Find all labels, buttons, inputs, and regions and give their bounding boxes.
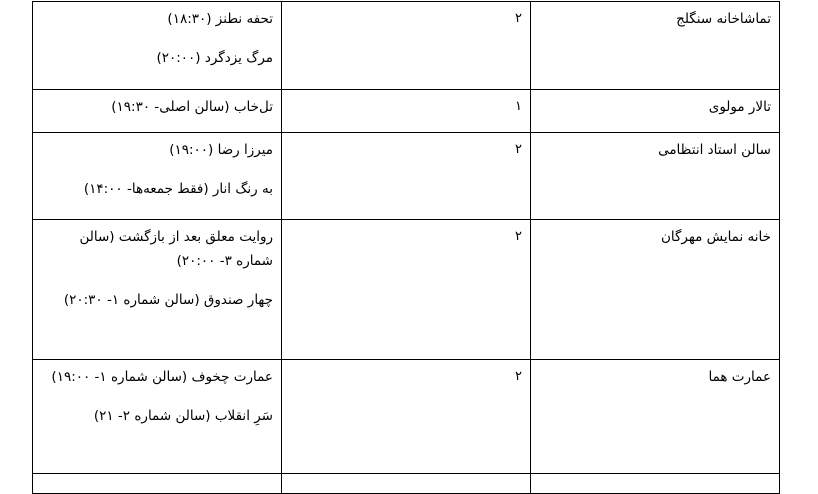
venue-cell: تالار مولوی <box>530 89 780 133</box>
shows-cell: روایت معلق بعد از بازگشت (سالن شماره ۳- … <box>32 219 282 360</box>
show-item: عمارت چخوف (سالن شماره ۱- ۱۹:۰۰) <box>51 369 273 385</box>
shows-cell: عمارت چخوف (سالن شماره ۱- ۱۹:۰۰) سَرِ ان… <box>32 359 282 474</box>
table-row: عمارت هما ۲ عمارت چخوف (سالن شماره ۱- ۱۹… <box>32 359 780 474</box>
table-row <box>32 473 780 494</box>
count-cell: ۱ <box>281 89 531 133</box>
shows-cell: تحفه نطنز (۱۸:۳۰) مرگ یزدگرد (۲۰:۰۰) <box>32 1 282 90</box>
table-row: تماشاخانه سنگلج ۲ تحفه نطنز (۱۸:۳۰) مرگ … <box>32 1 780 90</box>
empty-cell <box>530 473 780 494</box>
shows-cell: تل‌خاب (سالن اصلی- ۱۹:۳۰) <box>32 89 282 133</box>
show-item: به رنگ انار (فقط جمعه‌ها- ۱۴:۰۰) <box>83 181 273 197</box>
show-item: روایت معلق بعد از بازگشت (سالن شماره ۳- … <box>79 229 273 269</box>
table-row: خانه نمایش مهرگان ۲ روایت معلق بعد از با… <box>32 219 780 360</box>
venue-cell: تماشاخانه سنگلج <box>530 1 780 90</box>
venue-cell: خانه نمایش مهرگان <box>530 219 780 360</box>
show-item: تل‌خاب (سالن اصلی- ۱۹:۳۰) <box>111 99 273 115</box>
table-row: تالار مولوی ۱ تل‌خاب (سالن اصلی- ۱۹:۳۰) <box>32 89 780 133</box>
show-item: چهار صندوق (سالن شماره ۱- ۲۰:۳۰) <box>63 292 273 308</box>
count-cell: ۲ <box>281 359 531 474</box>
show-item: تحفه نطنز (۱۸:۳۰) <box>167 11 273 27</box>
theater-schedule-table: تماشاخانه سنگلج ۲ تحفه نطنز (۱۸:۳۰) مرگ … <box>32 1 780 494</box>
count-cell: ۲ <box>281 132 531 220</box>
table-row: سالن استاد انتظامی ۲ میرزا رضا (۱۹:۰۰) ب… <box>32 132 780 220</box>
venue-cell: سالن استاد انتظامی <box>530 132 780 220</box>
venue-cell: عمارت هما <box>530 359 780 474</box>
show-item: مرگ یزدگرد (۲۰:۰۰) <box>156 50 273 66</box>
show-item: میرزا رضا (۱۹:۰۰) <box>169 142 273 158</box>
count-cell: ۲ <box>281 219 531 360</box>
show-item: سَرِ انقلاب (سالن شماره ۲- ۲۱) <box>93 408 273 424</box>
empty-cell <box>32 473 282 494</box>
empty-cell <box>281 473 531 494</box>
count-cell: ۲ <box>281 1 531 90</box>
shows-cell: میرزا رضا (۱۹:۰۰) به رنگ انار (فقط جمعه‌… <box>32 132 282 220</box>
